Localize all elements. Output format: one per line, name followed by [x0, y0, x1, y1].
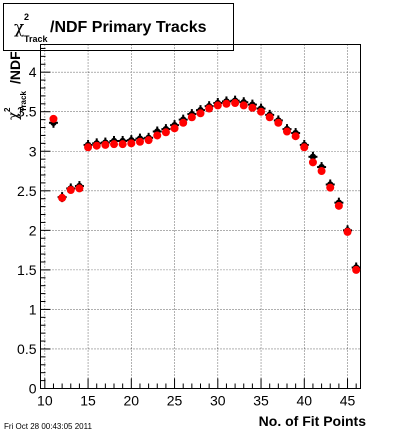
data-point — [231, 99, 240, 108]
y-axis-title-superscript: 2 — [3, 107, 12, 112]
y-axis-title-suffix: /NDF — [7, 51, 23, 84]
chart-title-chi: χ — [14, 18, 24, 38]
data-point — [84, 143, 93, 152]
x-axis: 10 15 20 25 30 35 40 45 — [37, 378, 357, 409]
y-tick-label: 2 — [29, 222, 37, 238]
y-tick-label: 1 — [29, 301, 37, 317]
y-axis-title-chi: χ — [6, 111, 22, 120]
data-point-dot — [309, 153, 317, 160]
x-tick-label: 20 — [124, 393, 140, 409]
grid — [40, 44, 361, 389]
x-axis-title: No. of Fit Points — [259, 413, 367, 429]
data-point — [334, 201, 343, 210]
x-tick-label: 40 — [296, 393, 312, 409]
chart-title: /NDF Primary Tracks — [50, 19, 207, 36]
data-point — [248, 103, 257, 112]
data-point — [170, 124, 179, 133]
y-axis-title: χ 2 Track /NDF — [3, 51, 28, 120]
y-tick-label: 0 — [29, 381, 37, 397]
data-point — [75, 184, 84, 193]
data-series — [48, 95, 361, 274]
footer-timestamp: Fri Oct 28 00:43:05 2011 — [4, 422, 92, 431]
data-point — [343, 227, 352, 236]
x-tick-label: 10 — [37, 393, 53, 409]
data-point — [257, 107, 266, 116]
data-point — [222, 99, 231, 108]
data-point — [352, 265, 361, 274]
chart-title-superscript: 2 — [24, 12, 29, 22]
data-point — [291, 132, 300, 141]
data-point — [92, 141, 101, 150]
data-point — [49, 114, 58, 123]
x-tick-label: 25 — [167, 393, 183, 409]
data-point — [161, 128, 170, 137]
data-point — [144, 136, 153, 145]
data-point — [205, 104, 214, 113]
data-point — [101, 140, 110, 149]
data-point — [135, 137, 144, 146]
data-point — [265, 113, 274, 122]
data-point — [317, 167, 326, 176]
data-point — [58, 193, 67, 202]
x-tick-label: 45 — [340, 393, 356, 409]
data-point — [153, 131, 162, 140]
y-tick-label: 2.5 — [17, 183, 37, 199]
plot-frame — [40, 44, 361, 389]
data-point — [187, 113, 196, 122]
x-tick-label: 30 — [210, 393, 226, 409]
y-tick-label: 0.5 — [17, 341, 37, 357]
y-axis-title-subscript: Track — [19, 91, 28, 112]
data-point — [308, 158, 317, 167]
chart-title-box: χ 2 Track /NDF Primary Tracks — [3, 3, 234, 51]
data-point — [274, 118, 283, 127]
data-point — [179, 118, 188, 127]
data-point — [300, 143, 309, 152]
y-axis: 0 0.5 1 1.5 2 2.5 3 3.5 4 — [17, 47, 51, 397]
series-2 — [49, 99, 361, 274]
series-1 — [48, 95, 361, 273]
data-point — [127, 139, 136, 148]
data-point — [213, 101, 222, 110]
x-tick-label: 15 — [80, 393, 96, 409]
data-point — [66, 186, 75, 195]
data-point — [118, 140, 127, 149]
x-tick-label: 35 — [253, 393, 269, 409]
data-point — [110, 140, 119, 149]
data-point — [196, 109, 205, 118]
y-tick-label: 3.5 — [17, 104, 37, 120]
y-tick-label: 1.5 — [17, 262, 37, 278]
y-tick-label: 4 — [29, 64, 37, 80]
data-point — [282, 127, 291, 136]
data-point — [239, 101, 248, 110]
y-tick-label: 3 — [29, 143, 37, 159]
chart-title-subscript: Track — [24, 34, 49, 44]
data-point — [326, 183, 335, 192]
